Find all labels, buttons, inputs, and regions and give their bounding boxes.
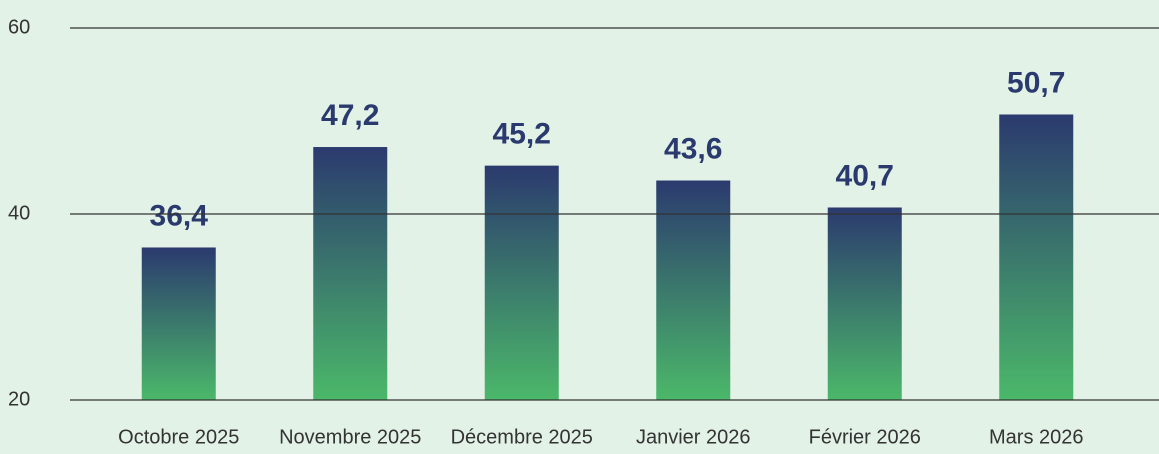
x-tick-label: Octobre 2025 bbox=[118, 426, 239, 448]
bar bbox=[656, 180, 731, 400]
bar bbox=[141, 247, 216, 400]
value-label: 40,7 bbox=[836, 159, 894, 192]
y-tick-label: 40 bbox=[8, 202, 30, 224]
x-tick-label: Décembre 2025 bbox=[451, 426, 593, 448]
bar bbox=[313, 147, 388, 400]
x-tick-label: Novembre 2025 bbox=[279, 426, 421, 448]
bar bbox=[484, 165, 559, 400]
bar bbox=[999, 114, 1074, 401]
value-label: 50,7 bbox=[1007, 66, 1065, 99]
bar bbox=[827, 207, 902, 400]
y-tick-label: 20 bbox=[8, 388, 30, 410]
value-label: 45,2 bbox=[493, 118, 551, 151]
value-label: 36,4 bbox=[150, 199, 209, 232]
value-label: 47,2 bbox=[321, 99, 379, 132]
y-tick-label: 60 bbox=[8, 16, 30, 38]
x-tick-label: Mars 2026 bbox=[989, 426, 1084, 448]
x-tick-label: Février 2026 bbox=[809, 426, 921, 448]
value-label: 43,6 bbox=[664, 133, 722, 166]
x-tick-label: Janvier 2026 bbox=[636, 426, 751, 448]
